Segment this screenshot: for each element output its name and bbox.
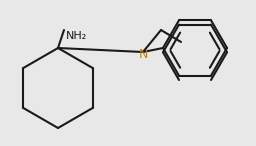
Text: NH₂: NH₂ xyxy=(66,31,87,41)
Text: N: N xyxy=(138,47,148,60)
